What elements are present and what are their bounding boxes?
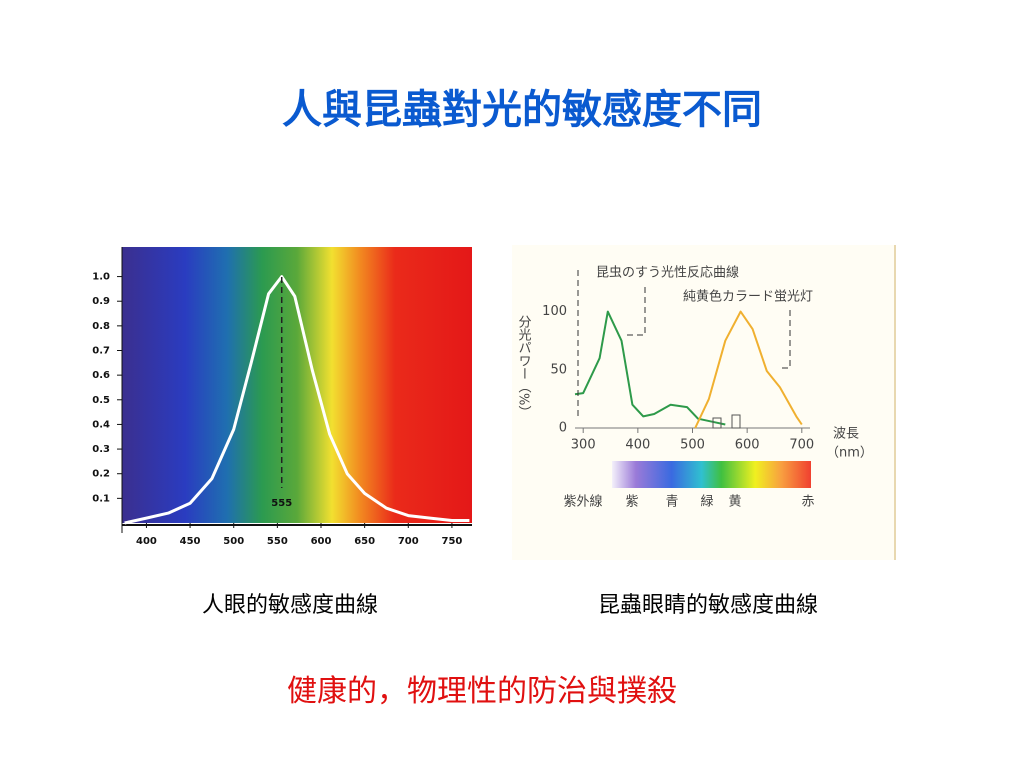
y-tick-label: 0.9 [92,296,110,307]
data-line [574,310,726,426]
y-tick-label: 0.3 [92,444,110,455]
x-tick-label: 600 [311,536,332,547]
color-bar-label: 赤 [801,495,814,510]
x-tick-label: 700 [789,438,814,453]
leader-line [625,287,646,336]
color-bar [612,461,811,488]
x-tick-label: 550 [267,536,288,547]
y-tick-label: 0.2 [92,469,110,480]
y-tick-label: 0.4 [92,419,110,430]
y-axis-label: 分光パワー（%） [516,315,532,418]
data-line [694,310,803,429]
y-tick-label: 0.6 [92,370,110,381]
spectrum-background [122,247,472,523]
leader-line [778,310,791,369]
y-tick-label: 100 [542,304,567,319]
chart-panel [512,245,895,560]
color-bar-label: 緑 [700,495,713,510]
marker-label: 555 [271,498,292,509]
y-tick-label: 0.8 [92,321,110,332]
color-bar-label: 青 [665,495,678,510]
x-tick-label: 600 [735,438,760,453]
data-line [124,275,470,525]
x-tick-label: 750 [441,536,462,547]
x-tick-label: 500 [680,438,705,453]
caption: 昆蟲眼睛的敏感度曲線 [598,593,818,618]
y-tick-label: 1.0 [92,272,110,283]
color-bar-label: 紫 [625,495,638,510]
filter-mark [731,414,741,429]
y-tick-label: 0.1 [92,493,110,504]
x-tick-label: 500 [223,536,244,547]
x-axis-unit: （nm） [826,446,873,461]
footer-note: 健康的，物理性的防治與撲殺 [287,674,677,709]
x-tick-label: 300 [571,438,596,453]
y-tick-label: 0.5 [92,395,110,406]
x-tick-label: 650 [354,536,375,547]
series-label: 昆虫のすう光性反応曲線 [596,265,739,281]
x-tick-label: 400 [625,438,650,453]
x-tick-label: 400 [136,536,157,547]
y-tick-label: 50 [550,362,567,377]
color-bar-label: 黄 [728,495,741,510]
caption: 人眼的敏感度曲線 [202,593,378,618]
series-label: 純黄色カラード蛍光灯 [683,289,813,305]
x-tick-label: 450 [180,536,201,547]
slide-title: 人與昆蟲對光的敏感度不同 [282,86,762,133]
y-tick-label: 0 [559,421,567,436]
x-tick-label: 700 [398,536,419,547]
y-tick-label: 0.7 [92,346,110,357]
filter-mark [712,417,722,429]
x-axis-label: 波長 [833,427,859,442]
color-bar-label: 紫外線 [563,494,602,510]
